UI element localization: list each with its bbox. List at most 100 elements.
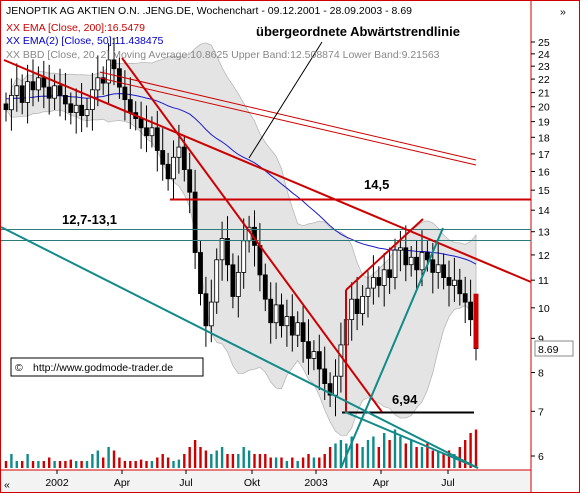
candle-18	[100, 66, 106, 95]
annotation-level-low: 6,94	[392, 392, 418, 407]
chart-header: JENOPTIK AG AKTIEN O.N. .JENG.DE, Wochen…	[6, 5, 440, 61]
last-price-value: 8.69	[538, 344, 559, 356]
candle-body-78	[424, 252, 430, 261]
volume-bar-34	[188, 447, 191, 468]
source-url: http://www.godmode-trader.de	[33, 362, 173, 374]
ema50-series-line	[5, 93, 477, 265]
candle-6	[36, 66, 41, 102]
candle-28	[154, 110, 160, 172]
candle-70	[381, 252, 387, 307]
y-tick-label-6: 6	[538, 451, 544, 463]
volume-bar-79	[431, 450, 434, 468]
volume-bar-80	[437, 450, 440, 468]
candle-body-30	[165, 163, 171, 180]
volume-bar-50	[274, 457, 278, 468]
candle-81	[441, 253, 447, 290]
candle-body-16	[90, 89, 95, 111]
candle-body-21	[117, 68, 122, 88]
volume-bar-61	[334, 443, 337, 468]
x-tick-label-3: Okt	[244, 477, 260, 489]
candle-10	[57, 68, 63, 117]
volume-bar-15	[85, 461, 89, 468]
candle-body-4	[25, 81, 31, 103]
source-box	[10, 357, 204, 377]
candle-11	[63, 73, 68, 121]
candle-body-80	[435, 264, 441, 273]
candle-38	[208, 279, 214, 343]
candle-body-5	[30, 81, 36, 91]
legend-ema50: XX EMA(2) [Close, 50]:11.438475	[6, 35, 164, 47]
volume-bar-0	[4, 461, 8, 468]
candle-body-22	[122, 86, 128, 100]
volume-bar-10	[58, 461, 62, 468]
bottom-left-arrow-icon: «	[4, 479, 10, 491]
tiny-glyphs: » «	[4, 6, 566, 491]
candle-50	[273, 282, 279, 340]
volume-bar-78	[426, 443, 429, 468]
y-tick-label-16: 16	[538, 166, 550, 178]
candle-75	[408, 246, 414, 277]
y-tick-label-15: 15	[538, 185, 550, 197]
y-tick-label-18: 18	[538, 132, 550, 144]
candle-body-18	[100, 77, 106, 84]
candle-85	[462, 276, 468, 324]
candle-body-86	[468, 301, 474, 321]
candle-body-75	[408, 256, 414, 266]
y-tick-label-9: 9	[538, 333, 544, 345]
candle-body-83	[451, 279, 457, 286]
candle-43	[235, 255, 241, 318]
candle-body-53	[289, 316, 295, 336]
volume-bar-25	[139, 459, 143, 468]
candle-body-60	[327, 383, 333, 396]
y-tick-label-17: 17	[538, 149, 550, 161]
legend-bbd: XX BBD [Close, 20, 2] Moving Average:10.…	[6, 49, 440, 61]
candle-body-28	[154, 127, 160, 151]
volume-bar-45	[247, 450, 251, 468]
volume-bar-58	[318, 457, 321, 468]
candle-84	[457, 268, 463, 306]
candle-49	[268, 282, 274, 344]
candle-body-42	[230, 264, 236, 297]
volume-bar-20	[112, 450, 116, 468]
candle-54	[295, 311, 301, 347]
green-support-short	[344, 411, 479, 469]
candle-53	[289, 294, 295, 352]
volume-bar-56	[307, 454, 310, 468]
candle-body-72	[392, 249, 398, 278]
candle-16	[90, 72, 95, 131]
volume-bar-73	[399, 436, 402, 468]
candle-body-73	[397, 247, 403, 251]
candle-body-29	[160, 150, 166, 165]
candle-21	[117, 57, 122, 99]
volume-bar-5	[31, 461, 35, 468]
candle-body-37	[203, 293, 209, 327]
candle-body-85	[462, 293, 468, 303]
volume-bar-85	[464, 440, 467, 468]
candle-body-74	[403, 247, 409, 266]
volume-bar-66	[361, 447, 364, 468]
x-tick-label-6: Jul	[441, 477, 454, 489]
volume-bar-2	[15, 461, 18, 468]
volume-bar-65	[355, 443, 359, 468]
candle-body-67	[365, 287, 371, 297]
candle-body-68	[370, 277, 376, 289]
annotation-pointer	[248, 41, 323, 159]
candle-29	[160, 128, 166, 181]
volume-bar-23	[129, 461, 132, 468]
candle-body-76	[414, 256, 420, 271]
last-price-marker: 8.69	[534, 340, 574, 357]
candle-body-12	[68, 103, 74, 113]
candle-body-2	[14, 85, 20, 96]
candle-body-69	[376, 277, 382, 286]
candle-body-0	[3, 103, 9, 111]
volume-bar-81	[442, 454, 445, 468]
candle-35	[192, 169, 198, 269]
volume-bar-76	[415, 447, 418, 468]
annotation-level-top: 14,5	[364, 177, 389, 192]
candle-body-10	[57, 85, 63, 96]
right-arrow-icon: »	[560, 6, 566, 18]
y-tick-label-8: 8	[538, 368, 544, 380]
volume-bar-75	[410, 440, 413, 468]
